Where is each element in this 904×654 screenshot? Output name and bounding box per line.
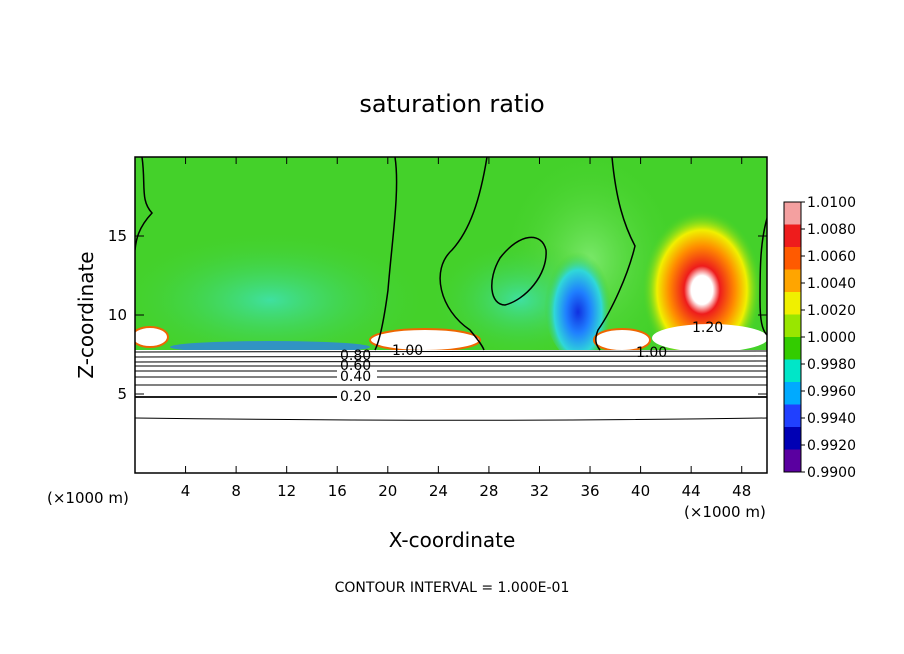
chart-title: saturation ratio bbox=[359, 90, 544, 118]
x-tick-label: 24 bbox=[429, 482, 448, 500]
colorbar-label: 1.0080 bbox=[807, 222, 856, 238]
contour-label-1-20: 1.20 bbox=[692, 320, 723, 336]
x-unit-right: (×1000 m) bbox=[684, 503, 766, 521]
x-tick-label: 28 bbox=[479, 482, 498, 500]
x-axis: 4 8 12 16 20 24 28 32 36 40 44 48 bbox=[181, 157, 751, 500]
contour-label-1-00-mid: 1.00 bbox=[392, 343, 423, 359]
colorbar-swatch bbox=[784, 269, 801, 293]
contour-label-1-00-right: 1.00 bbox=[636, 345, 667, 361]
colorbar-label: 1.0040 bbox=[807, 276, 856, 292]
saturated-cap-right-b bbox=[652, 324, 767, 352]
x-tick-label: 48 bbox=[732, 482, 751, 500]
teal-region-left bbox=[135, 230, 430, 370]
contour-labels: 0.20 0.40 0.60 0.80 1.00 1.00 1.20 bbox=[337, 320, 723, 405]
colorbar: 1.0100 1.0080 1.0060 1.0040 1.0020 1.0000 0.99… bbox=[783, 195, 856, 481]
colorbar-label: 1.0020 bbox=[807, 303, 856, 319]
colorbar-label: 1.0100 bbox=[807, 195, 856, 211]
colorbar-label: 1.0060 bbox=[807, 249, 856, 265]
colorbar-swatch bbox=[784, 404, 801, 428]
y-axis-label: Z-coordinate bbox=[74, 251, 98, 378]
colorbar-label: 0.9900 bbox=[807, 465, 856, 481]
saturated-cap-mid bbox=[369, 328, 481, 352]
colorbar-swatch bbox=[784, 382, 801, 405]
contour-label-0-80: 0.80 bbox=[340, 348, 371, 364]
x-tick-label: 36 bbox=[580, 482, 599, 500]
colorbar-label: 0.9920 bbox=[807, 438, 856, 454]
colorbar-swatch bbox=[784, 359, 801, 383]
contour-interval-note: CONTOUR INTERVAL = 1.000E-01 bbox=[335, 580, 570, 596]
y-axis: 5 10 15 bbox=[108, 227, 767, 403]
colorbar-swatch bbox=[784, 314, 801, 338]
saturated-cap-left bbox=[135, 326, 169, 348]
x-tick-label: 8 bbox=[231, 482, 241, 500]
plot-area: 0.20 0.40 0.60 0.80 1.00 1.00 1.20 bbox=[135, 157, 767, 473]
colorbar-swatch bbox=[784, 247, 801, 270]
colorbar-label: 0.9980 bbox=[807, 357, 856, 373]
colorbar-swatch bbox=[784, 224, 801, 248]
colorbar-swatch bbox=[784, 202, 801, 225]
colorbar-label: 0.9960 bbox=[807, 384, 856, 400]
x-tick-label: 12 bbox=[277, 482, 296, 500]
colorbar-label: 0.9940 bbox=[807, 411, 856, 427]
x-tick-label: 16 bbox=[328, 482, 347, 500]
subsaturated-lower-layer bbox=[135, 350, 767, 473]
x-tick-label: 4 bbox=[181, 482, 191, 500]
x-unit-left: (×1000 m) bbox=[47, 489, 129, 507]
subsaturated-core bbox=[544, 240, 612, 360]
contour-label-0-40: 0.40 bbox=[340, 369, 371, 385]
colorbar-swatch bbox=[784, 449, 801, 473]
contour-label-0-20: 0.20 bbox=[340, 389, 371, 405]
y-tick-label: 10 bbox=[108, 306, 127, 324]
x-tick-label: 20 bbox=[378, 482, 397, 500]
colorbar-swatch bbox=[784, 292, 801, 315]
colorbar-swatch bbox=[784, 337, 801, 360]
y-tick-label: 15 bbox=[108, 227, 127, 245]
x-tick-label: 40 bbox=[631, 482, 650, 500]
x-axis-label: X-coordinate bbox=[389, 528, 516, 552]
colorbar-label: 1.0000 bbox=[807, 330, 856, 346]
y-tick-label: 5 bbox=[117, 385, 127, 403]
contour-label-0-60: 0.60 bbox=[340, 358, 371, 374]
colorbar-swatch bbox=[784, 427, 801, 450]
x-tick-label: 32 bbox=[530, 482, 549, 500]
x-tick-label: 44 bbox=[682, 482, 701, 500]
